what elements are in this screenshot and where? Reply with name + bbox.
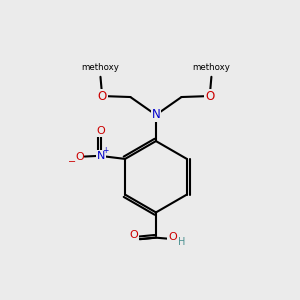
Text: O: O (205, 89, 214, 103)
Text: N: N (97, 151, 105, 161)
Text: N: N (152, 108, 160, 122)
Text: +: + (103, 146, 109, 154)
Text: O: O (96, 126, 105, 136)
Text: O: O (98, 89, 107, 103)
Text: O: O (130, 230, 138, 240)
Text: O: O (75, 152, 84, 161)
Text: O: O (168, 232, 177, 242)
Text: methoxy: methoxy (82, 63, 119, 72)
Text: H: H (178, 237, 186, 248)
Text: methoxy: methoxy (193, 63, 230, 72)
Text: −: − (68, 158, 76, 167)
